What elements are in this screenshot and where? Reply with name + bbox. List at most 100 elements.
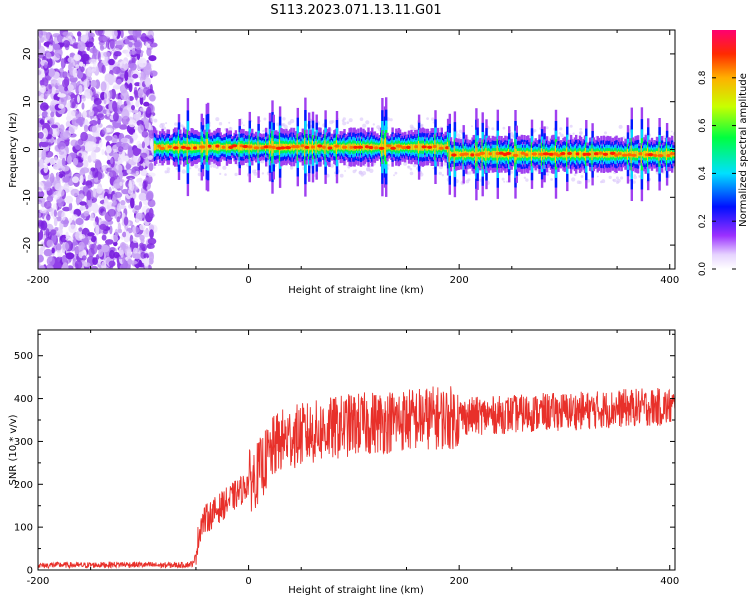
signal-peak <box>512 153 519 157</box>
halo-dot <box>153 118 158 123</box>
noise-blob <box>71 214 78 220</box>
signal-peak <box>470 153 475 157</box>
noise-blob <box>148 207 154 218</box>
halo-dot <box>348 118 353 123</box>
halo-dot <box>468 171 472 175</box>
halo-dot <box>615 176 619 180</box>
noise-blob <box>82 185 89 193</box>
halo-dot <box>152 166 156 169</box>
noise-blob <box>78 152 82 158</box>
noise-blob <box>123 236 130 243</box>
halo-dot <box>506 180 509 183</box>
halo-dot <box>287 121 292 125</box>
noise-blob <box>72 176 79 184</box>
noise-blob <box>80 34 88 44</box>
signal-peak <box>614 153 619 157</box>
noise-blob <box>105 239 114 245</box>
signal-band-cell <box>601 152 604 157</box>
halo-dot <box>165 122 168 125</box>
halo-dot <box>394 171 398 175</box>
signal-band-cell <box>309 143 312 151</box>
noise-blob <box>53 261 62 269</box>
signal-peak <box>401 146 408 150</box>
noise-blob <box>40 102 49 112</box>
noise-blob <box>137 124 144 134</box>
noise-blob <box>90 151 97 162</box>
noise-blob <box>80 167 90 174</box>
noise-blob <box>131 134 139 139</box>
noise-blob <box>62 176 70 183</box>
halo-dot <box>174 122 178 126</box>
signal-peak <box>627 153 632 157</box>
noise-blob <box>89 125 97 133</box>
noise-blob <box>38 68 42 76</box>
noise-blob <box>146 243 155 249</box>
halo-dot <box>579 127 583 131</box>
halo-dot <box>638 174 641 178</box>
noise-blob <box>115 93 120 100</box>
noise-blob <box>62 40 71 48</box>
signal-band-cell <box>591 148 594 161</box>
halo-dot <box>180 124 184 128</box>
noise-blob <box>90 243 98 255</box>
noise-blob <box>98 249 104 257</box>
halo-dot <box>280 123 284 127</box>
noise-blob <box>150 114 154 123</box>
snr-xlabel: Height of straight line (km) <box>288 585 424 596</box>
noise-blob <box>143 229 151 238</box>
halo-dot <box>501 177 505 181</box>
signal-peak <box>609 151 616 155</box>
noise-blob <box>74 140 82 151</box>
halo-dot <box>503 180 506 183</box>
halo-dot <box>579 131 583 135</box>
signal-peak <box>593 152 599 156</box>
halo-dot <box>502 126 506 130</box>
signal-peak <box>378 146 385 150</box>
noise-blob <box>51 86 56 95</box>
signal-peak <box>666 154 671 158</box>
signal-band-cell <box>410 143 413 151</box>
signal-band-cell <box>660 150 664 158</box>
noise-blob <box>109 170 117 179</box>
noise-blob <box>129 234 134 244</box>
heatmap-ticks: -200 0 200 400 -20 -10 0 10 20 <box>22 30 679 286</box>
noise-blob <box>134 205 142 211</box>
signal-band-cell <box>641 152 645 157</box>
halo-dot <box>618 124 623 129</box>
halo-dot <box>339 173 344 178</box>
noise-blob <box>106 159 112 165</box>
signal-band-cell <box>473 152 477 157</box>
noise-blob <box>113 51 122 57</box>
signal-band-cell <box>511 152 515 157</box>
halo-dot <box>181 169 186 174</box>
noise-blob <box>112 199 117 206</box>
signal-peak <box>524 153 529 157</box>
noise-blob <box>39 229 44 240</box>
colorbar-label: Normalized spectral amplitude <box>738 73 749 227</box>
noise-blob <box>113 241 118 247</box>
signal-peak <box>669 152 675 156</box>
noise-blob <box>113 83 121 91</box>
noise-blob <box>67 155 72 165</box>
halo-dot <box>362 123 367 128</box>
noise-blob <box>128 82 133 93</box>
x-tick-label: 400 <box>660 576 679 587</box>
noise-blob <box>139 234 145 241</box>
noise-blob <box>60 59 65 70</box>
signal-band-cell <box>179 143 182 151</box>
signal-peak <box>317 144 323 148</box>
signal-peak <box>438 146 444 150</box>
noise-blob <box>58 173 64 178</box>
signal-peak <box>582 152 587 156</box>
halo-dot <box>633 175 637 180</box>
noise-blob <box>67 57 75 63</box>
halo-dot <box>509 170 514 174</box>
noise-blob <box>117 222 122 233</box>
signal-peak <box>567 151 573 156</box>
signal-band-cell <box>195 143 198 151</box>
signal-band-cell <box>302 144 306 151</box>
halo-dot <box>164 170 168 174</box>
noise-blob <box>38 30 43 39</box>
noise-blob <box>68 224 77 233</box>
